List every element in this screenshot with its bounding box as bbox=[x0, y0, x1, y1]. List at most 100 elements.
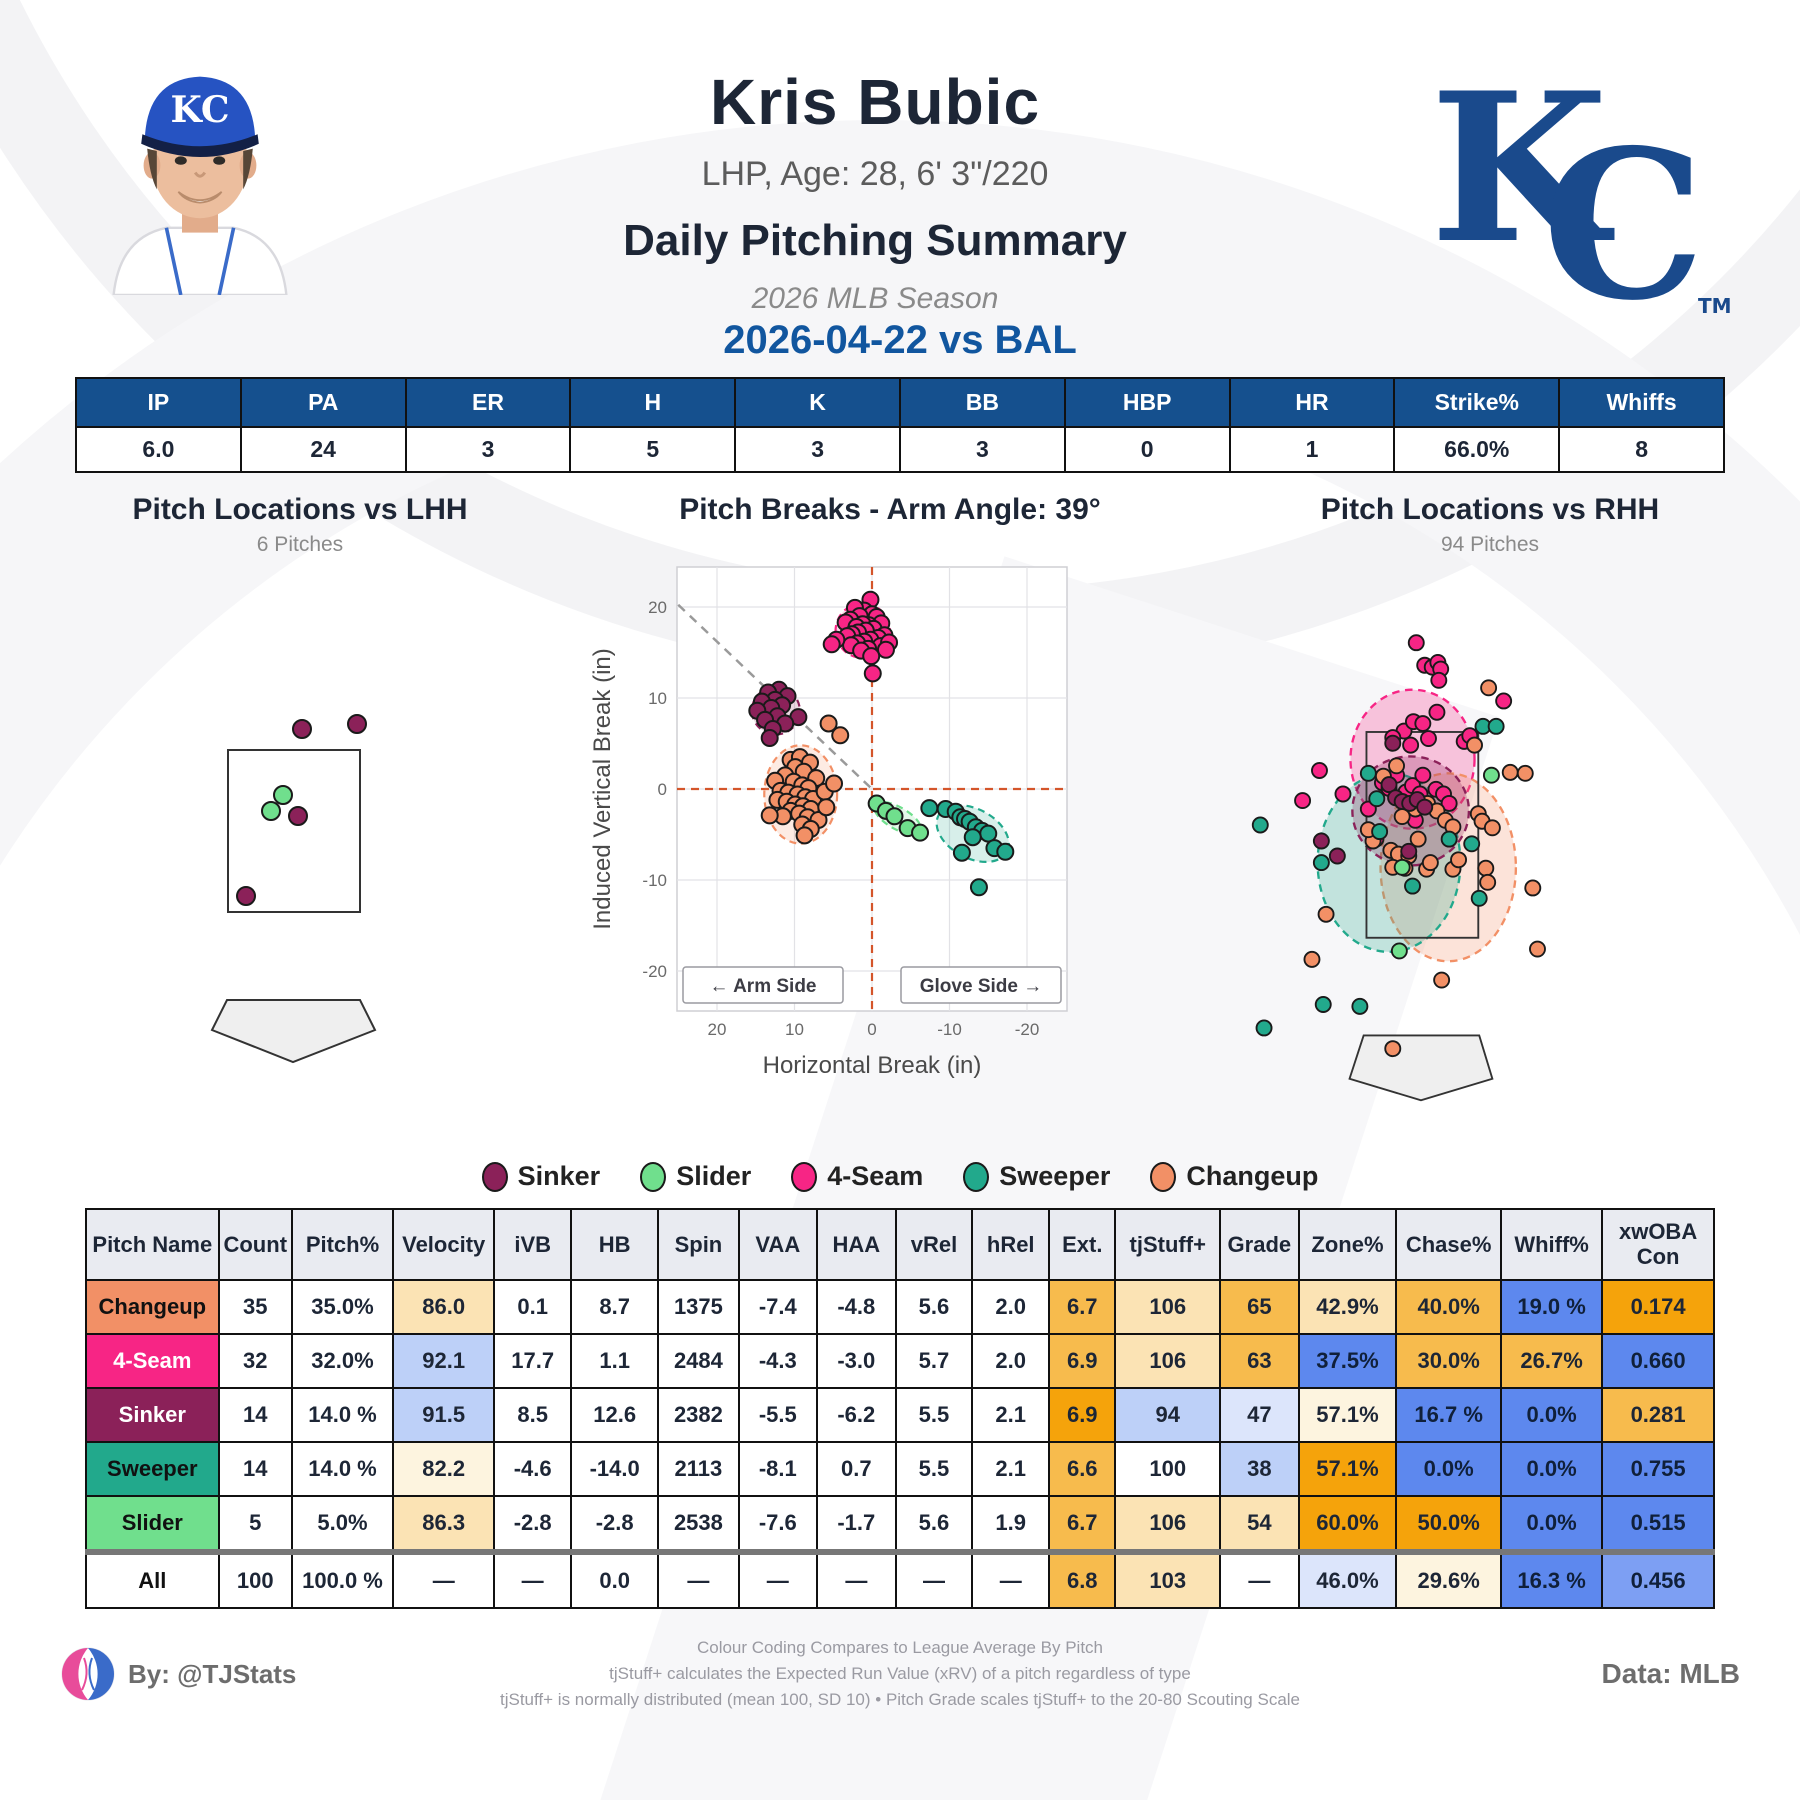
pitch-table-row-all: All 100 100.0 % — —0.0— — — — —6.8 103—46.0% 29.6%… bbox=[85, 1548, 1715, 1609]
footer-notes: Colour Coding Compares to League Average… bbox=[420, 1635, 1380, 1714]
pitch-stat-cell: 14 bbox=[217, 1440, 293, 1497]
pitch-stat-cell: 14.0 % bbox=[290, 1440, 395, 1497]
game-stat-header: IP bbox=[75, 377, 242, 428]
game-stat-value: 3 bbox=[898, 426, 1066, 473]
pitch-stat-cell: 2.0 bbox=[971, 1278, 1051, 1335]
panel-title-rhh: Pitch Locations vs RHH bbox=[1320, 493, 1660, 526]
pitch-stat-cell: 32 bbox=[217, 1332, 293, 1389]
pitch-stat-cell: 8.5 bbox=[493, 1386, 573, 1443]
pitch-stat-cell: — bbox=[971, 1548, 1051, 1609]
legend-item-changeup: Changeup bbox=[1150, 1161, 1318, 1192]
data-source: Data: MLB bbox=[1601, 1658, 1740, 1690]
pitch-table-row-sweeper: Sweeper 14 14.0 % 82.2 -4.6 -14.0 2113 -8.1 0.7 5… bbox=[85, 1440, 1715, 1497]
pitch-stat-cell: 82.2 bbox=[392, 1440, 496, 1497]
pitch-stat-cell: -7.4 bbox=[737, 1278, 819, 1335]
pitch-stat-cell: 103 bbox=[1114, 1548, 1222, 1609]
legend-label: Changeup bbox=[1186, 1161, 1319, 1191]
game-stat-value: 8 bbox=[1558, 426, 1725, 473]
player-name: Kris Bubic bbox=[709, 66, 1041, 138]
game-stat-header: HBP bbox=[1063, 377, 1231, 428]
pitch-stat-cell: 32.0% bbox=[290, 1332, 395, 1389]
pitch-table-header: Pitch Name bbox=[85, 1208, 220, 1281]
pitch-stat-cell: 17.7 bbox=[493, 1332, 573, 1389]
pitch-stat-cell: 0.515 bbox=[1601, 1494, 1715, 1553]
pitch-stat-cell: 47 bbox=[1219, 1386, 1300, 1443]
pitch-type-legend: Sinker Slider 4-Seam Sweeper Changeup bbox=[0, 1161, 1800, 1192]
pitch-stat-cell: 40.0% bbox=[1395, 1278, 1502, 1335]
panel-subtitle-rhh: 94 Pitches bbox=[1440, 533, 1540, 556]
pitch-name-cell: Sweeper bbox=[85, 1440, 220, 1497]
pitch-table-header: tjStuff+ bbox=[1114, 1208, 1222, 1281]
game-stat-value: 3 bbox=[734, 426, 901, 473]
pitch-stat-cell: 5.5 bbox=[894, 1440, 974, 1497]
pitch-stat-cell: 30.0% bbox=[1395, 1332, 1502, 1389]
pitch-table-header: xwOBA Con bbox=[1601, 1208, 1715, 1281]
pitch-stat-cell: 86.3 bbox=[392, 1494, 496, 1553]
pitch-table-row-fourseam: 4-Seam 32 32.0% 92.1 17.7 1.1 2484 -4.3 -3.0 5.7 2… bbox=[85, 1332, 1715, 1389]
pitch-stat-cell: 0.281 bbox=[1601, 1386, 1715, 1443]
pitch-stat-cell: 38 bbox=[1219, 1440, 1300, 1497]
footer-note-line: Colour Coding Compares to League Average… bbox=[696, 1637, 1104, 1657]
game-stat-value: 66.0% bbox=[1393, 426, 1561, 473]
pitch-stat-cell: 106 bbox=[1114, 1332, 1222, 1389]
logo-trademark: TM bbox=[1698, 294, 1730, 318]
pitch-table-header: vRel bbox=[894, 1208, 974, 1281]
pitch-table-row-changeup: Changeup 35 35.0% 86.0 0.1 8.7 1375 -7.4 -4.8 5.6… bbox=[85, 1278, 1715, 1335]
svg-text:Induced Vertical Break (in): Induced Vertical Break (in) bbox=[589, 648, 616, 929]
legend-label: Slider bbox=[676, 1161, 752, 1191]
pitch-stat-cell: 106 bbox=[1114, 1278, 1222, 1335]
pitch-stat-cell: 2.0 bbox=[971, 1332, 1051, 1389]
pitch-stat-cell: 46.0% bbox=[1297, 1548, 1398, 1609]
svg-text:0: 0 bbox=[658, 780, 667, 799]
pitch-name-cell: All bbox=[85, 1548, 220, 1609]
pitch-stat-cell: -5.5 bbox=[737, 1386, 819, 1443]
pitch-stat-cell: -14.0 bbox=[570, 1440, 660, 1497]
pitch-stat-cell: 29.6% bbox=[1395, 1548, 1502, 1609]
pitch-stat-cell: 26.7% bbox=[1499, 1332, 1604, 1389]
svg-text:20: 20 bbox=[708, 1020, 727, 1039]
pitch-stat-cell: 2113 bbox=[657, 1440, 740, 1497]
pitch-table-header: Pitch% bbox=[290, 1208, 395, 1281]
pitch-stat-cell: 6.9 bbox=[1048, 1386, 1117, 1443]
chart-pitch-breaks: 20 10 0 -10 -20 20 10 0 -10 -20 ← Arm Side Glove Si… bbox=[589, 566, 1068, 1079]
pitch-stat-cell: 6.8 bbox=[1048, 1548, 1117, 1609]
footer-note-line: tjStuff+ calculates the Expected Run Val… bbox=[609, 1663, 1191, 1683]
pitch-stat-cell: 0.174 bbox=[1601, 1278, 1715, 1335]
pitch-stat-cell: 42.9% bbox=[1297, 1278, 1398, 1335]
pitch-table-header: Ext. bbox=[1048, 1208, 1117, 1281]
pitch-stat-cell: 100 bbox=[1114, 1440, 1222, 1497]
pitch-stat-cell: 100 bbox=[217, 1548, 293, 1609]
legend-item-fourseam: 4-Seam bbox=[791, 1161, 923, 1192]
pitch-stat-cell: 5.7 bbox=[894, 1332, 974, 1389]
pitch-name-cell: Changeup bbox=[85, 1278, 220, 1335]
pitch-stat-cell: 50.0% bbox=[1395, 1494, 1502, 1553]
pitch-stat-cell: -4.3 bbox=[737, 1332, 819, 1389]
pitch-table-header: Whiff% bbox=[1499, 1208, 1604, 1281]
pitch-stat-cell: 0.660 bbox=[1601, 1332, 1715, 1389]
pitch-stat-cell: 94 bbox=[1114, 1386, 1222, 1443]
pitch-stat-cell: 2538 bbox=[657, 1494, 740, 1553]
chart-locations-lhh bbox=[210, 714, 377, 1064]
pitch-stat-cell: 1.1 bbox=[570, 1332, 660, 1389]
pitch-stat-cell: 19.0 % bbox=[1499, 1278, 1604, 1335]
game-stat-header: HR bbox=[1228, 377, 1396, 428]
player-headshot: KC bbox=[80, 55, 320, 297]
pitch-stat-cell: 6.7 bbox=[1048, 1494, 1117, 1553]
game-stat-header: BB bbox=[898, 377, 1066, 428]
logo-c: C bbox=[1542, 106, 1705, 325]
pitch-table-row-slider: Slider 5 5.0% 86.3 -2.8 -2.8 2538 -7.6 -1.7 5.6 1.… bbox=[85, 1494, 1715, 1553]
footer: By: @TJStats Colour Coding Compares to L… bbox=[60, 1635, 1740, 1714]
game-stat-header: H bbox=[569, 377, 737, 428]
game-stat-value: 1 bbox=[1228, 426, 1396, 473]
pitch-table-header: VAA bbox=[737, 1208, 819, 1281]
panel-title-lhh: Pitch Locations vs LHH bbox=[132, 493, 468, 526]
panel-title-breaks: Pitch Breaks - Arm Angle: 39° bbox=[679, 493, 1101, 526]
tjstats-logo-icon bbox=[61, 1647, 115, 1701]
pitch-stat-cell: 1375 bbox=[657, 1278, 740, 1335]
pitch-table-header: HB bbox=[570, 1208, 660, 1281]
pitch-stat-cell: — bbox=[493, 1548, 573, 1609]
pitch-stat-cell: — bbox=[392, 1548, 496, 1609]
pitch-name-cell: 4-Seam bbox=[85, 1332, 220, 1389]
pitch-stat-cell: 63 bbox=[1219, 1332, 1300, 1389]
